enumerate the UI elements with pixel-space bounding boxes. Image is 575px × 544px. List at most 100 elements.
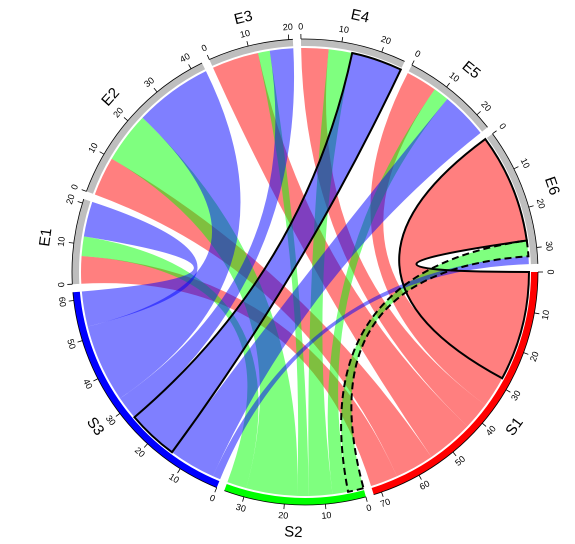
chord-link	[134, 53, 401, 453]
tick-label: 10	[519, 157, 532, 170]
tick-mark	[77, 340, 83, 343]
tick-mark	[153, 87, 158, 93]
chord-link	[327, 89, 448, 495]
tick-mark	[77, 201, 83, 204]
tick-mark	[81, 189, 87, 192]
tick-label: 0	[69, 183, 80, 191]
tick-label: 50	[65, 338, 78, 351]
tick-mark	[341, 36, 344, 43]
sector-name: E3	[232, 7, 254, 28]
tick-mark	[536, 246, 542, 248]
tick-label: 0	[365, 502, 372, 513]
chord-link	[212, 256, 529, 480]
axis-line	[411, 64, 488, 128]
tick-label: 30	[235, 502, 247, 514]
sector-name: E4	[349, 6, 371, 26]
sector-name: E2	[98, 84, 123, 109]
tick-label: 60	[57, 296, 68, 307]
tick-label: 20	[380, 34, 393, 47]
tick-label: 20	[535, 197, 547, 209]
sector-name: E1	[36, 227, 55, 247]
tick-label: 30	[509, 389, 523, 403]
tick-mark	[446, 82, 450, 88]
tick-mark	[99, 151, 105, 155]
axis-line	[71, 198, 85, 285]
tick-label: 50	[453, 454, 467, 468]
tick-label: 20	[111, 105, 125, 119]
chord-link	[171, 99, 481, 477]
chord-link	[94, 158, 432, 477]
tick-mark	[418, 475, 422, 480]
sector-name: S2	[284, 523, 303, 541]
tick-mark	[523, 352, 529, 355]
tick-label: 10	[167, 471, 181, 485]
axis-line	[492, 133, 539, 264]
axis-line	[224, 490, 366, 506]
tick-label: 10	[321, 510, 332, 521]
chord-link-highlight	[340, 239, 530, 493]
sector-name: S3	[83, 414, 108, 439]
tick-mark	[365, 496, 368, 502]
tick-label: 10	[447, 70, 461, 84]
tick-label: 30	[104, 413, 118, 427]
tick-label: 20	[528, 350, 541, 363]
chord-link	[120, 48, 295, 418]
tick-label: 30	[544, 241, 555, 252]
tick-mark	[452, 451, 457, 457]
tick-mark	[381, 491, 384, 497]
tick-label: 0	[497, 121, 508, 131]
tick-mark	[93, 378, 99, 382]
tick-mark	[242, 496, 245, 502]
chord-link-highlight	[133, 51, 403, 454]
tick-label: 20	[133, 445, 147, 459]
axis-line	[72, 292, 217, 488]
tick-mark	[513, 166, 519, 170]
tick-mark	[534, 312, 540, 315]
tick-mark	[381, 47, 384, 53]
tick-label: 40	[81, 377, 94, 390]
sector-name: S1	[502, 414, 527, 439]
sector-track	[408, 64, 488, 132]
tick-label: 0	[546, 269, 556, 274]
tick-mark	[206, 54, 210, 60]
tick-label: 0	[413, 48, 422, 59]
chord-link	[341, 240, 529, 492]
chord-link-highlight	[398, 137, 531, 380]
tick-label: 20	[64, 193, 77, 206]
tick-label: 0	[208, 493, 216, 504]
tick-label: 10	[239, 28, 251, 40]
tick-label: 10	[56, 236, 67, 247]
sector-track	[72, 199, 91, 285]
tick-label: 10	[86, 141, 100, 155]
tick-label: 40	[484, 424, 498, 438]
tick-mark	[115, 413, 121, 417]
tick-label: 30	[142, 75, 156, 89]
links	[81, 47, 531, 497]
sector-name: E5	[459, 58, 484, 83]
tick-label: 40	[178, 51, 192, 65]
chord-link	[81, 201, 198, 327]
tick-label: 20	[278, 510, 289, 521]
sector-track	[486, 133, 538, 265]
sector-track	[224, 484, 366, 505]
tick-mark	[246, 41, 249, 47]
axis-line	[86, 62, 203, 192]
tick-label: 70	[379, 496, 392, 509]
tick-label: 60	[418, 478, 432, 492]
tick-mark	[143, 443, 148, 448]
tick-mark	[188, 64, 192, 69]
axis-line	[373, 271, 539, 496]
tick-mark	[481, 422, 487, 427]
tick-label: 20	[479, 99, 493, 113]
chord-link	[87, 71, 241, 399]
axis-line	[300, 38, 405, 62]
sector-track	[300, 39, 405, 68]
sector-name: E6	[541, 175, 563, 198]
axis-line	[209, 38, 293, 60]
tick-mark	[177, 468, 181, 474]
tick-mark	[505, 389, 511, 393]
chord-link	[81, 256, 397, 487]
tick-label: 0	[298, 21, 303, 31]
tick-label: 0	[56, 282, 66, 288]
